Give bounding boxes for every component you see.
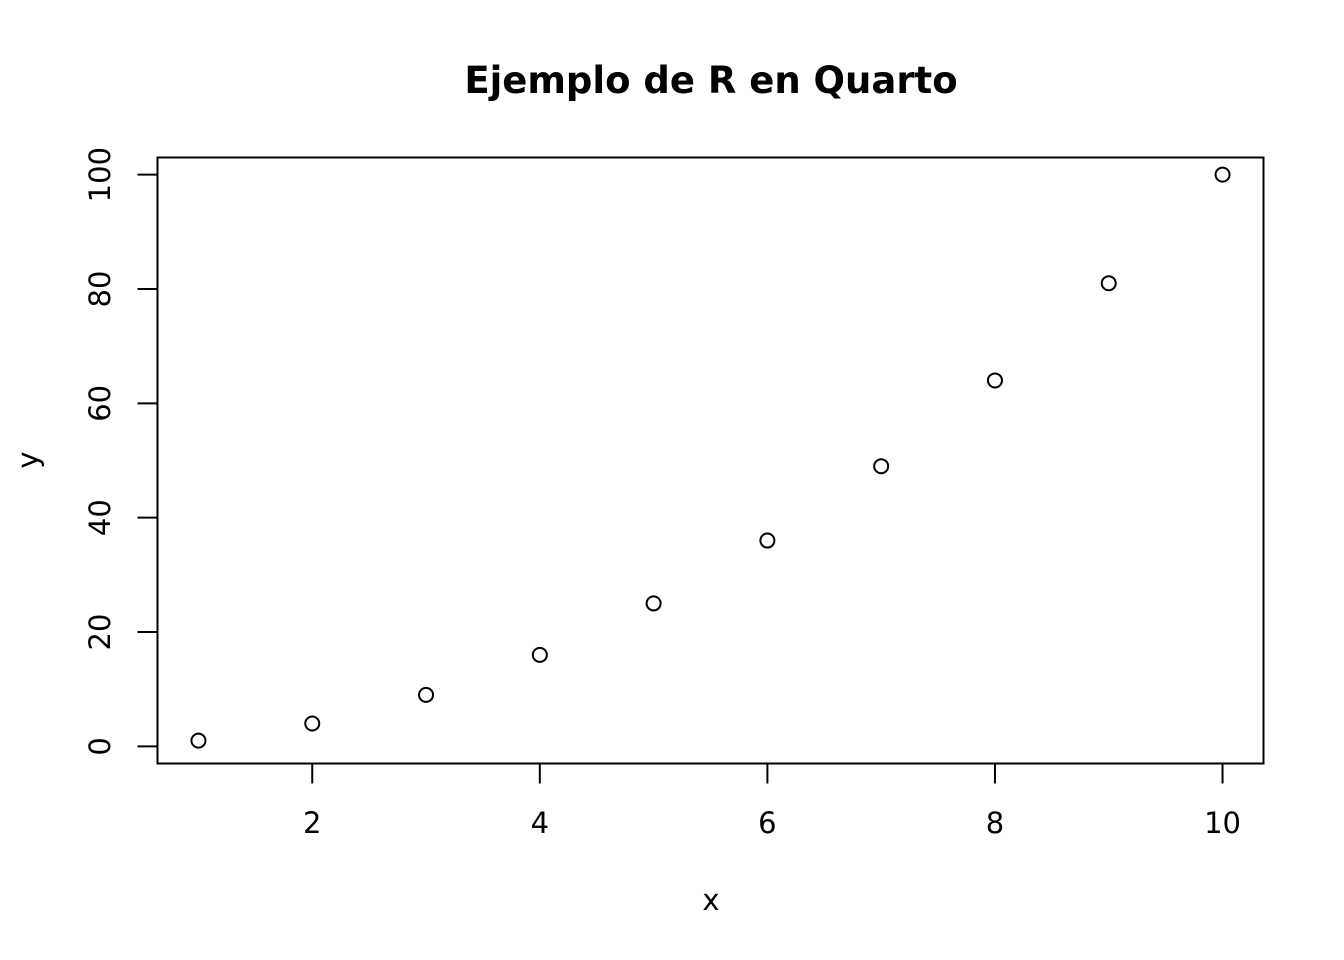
data-point <box>531 646 548 663</box>
data-points <box>190 166 1231 749</box>
y-axis-label: y <box>11 451 45 468</box>
y-tick-label: 40 <box>83 499 117 536</box>
y-tick-label: 80 <box>83 271 117 308</box>
data-point <box>986 372 1003 389</box>
data-point <box>304 715 321 732</box>
x-tick-label: 10 <box>1204 806 1241 840</box>
x-axis-label: x <box>702 883 719 917</box>
data-point <box>1100 275 1117 292</box>
data-point <box>759 532 776 549</box>
chart-title: Ejemplo de R en Quarto <box>464 59 957 102</box>
data-point <box>645 595 662 612</box>
y-tick-label: 0 <box>83 737 117 755</box>
x-tick-label: 2 <box>303 806 321 840</box>
data-point <box>873 458 890 475</box>
data-point <box>1214 166 1231 183</box>
plot-frame <box>156 156 1265 765</box>
data-point <box>418 686 435 703</box>
x-tick-label: 4 <box>531 806 549 840</box>
y-tick-label: 60 <box>83 385 117 422</box>
y-tick-label: 20 <box>83 614 117 651</box>
x-tick-label: 6 <box>758 806 776 840</box>
y-axis: 0 20 40 60 80 100 <box>83 147 159 756</box>
data-point <box>190 732 207 749</box>
y-tick-label: 100 <box>83 147 117 202</box>
x-tick-label: 8 <box>986 806 1004 840</box>
x-axis: 2 4 6 8 10 <box>303 762 1241 840</box>
